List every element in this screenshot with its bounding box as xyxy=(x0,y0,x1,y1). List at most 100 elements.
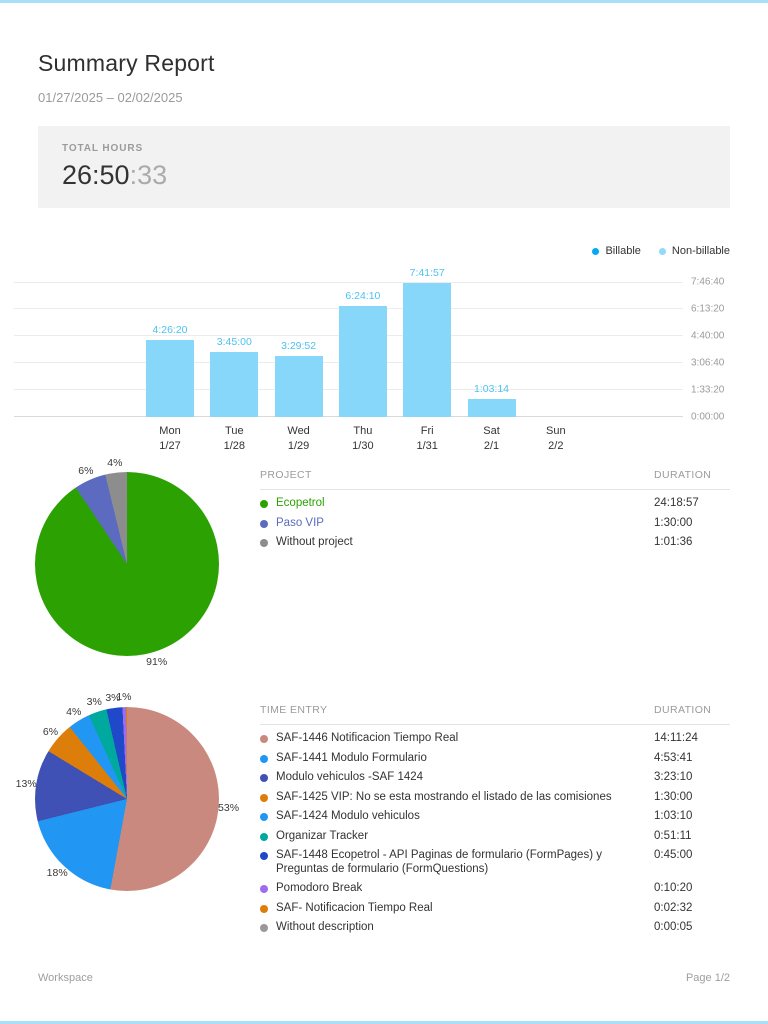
table-row: Pomodoro Break 0:10:20 xyxy=(260,879,730,899)
pie-percent-label: 53% xyxy=(218,802,240,815)
pie-percent-label: 1% xyxy=(116,691,132,704)
x-axis-date-label: 1/29 xyxy=(287,440,310,452)
total-hours-label: TOTAL HOURS xyxy=(62,143,144,154)
row-label: Organizar Tracker xyxy=(276,829,369,842)
row-duration: 0:10:20 xyxy=(654,882,693,894)
series-color-dot-icon xyxy=(260,754,268,763)
table-row: SAF-1424 Modulo vehiculos 1:03:10 xyxy=(260,807,730,827)
projects-section: 91% 6% 4% PROJECT DURATION Ecopetrol 24:18:… xyxy=(35,449,730,679)
x-axis-day-label: Fri xyxy=(420,425,434,437)
y-axis-tick-label: 6:13:20 xyxy=(691,303,725,315)
y-axis-tick-label: 1:33:20 xyxy=(691,384,725,396)
row-label: Without description xyxy=(276,921,374,933)
row-label: SAF-1424 Modulo vehiculos xyxy=(276,810,420,822)
x-axis-date-label: 1/28 xyxy=(223,440,246,452)
series-color-dot-icon xyxy=(260,735,268,743)
pie-percent-label: 6% xyxy=(78,464,94,477)
table-row: Without project 1:01:36 xyxy=(260,533,730,553)
row-duration: 1:30:00 xyxy=(654,516,693,529)
x-axis-date-label: 1/27 xyxy=(159,440,181,452)
x-axis-day-label: Mon xyxy=(159,425,181,437)
bar-value-label: 4:26:20 xyxy=(152,323,188,336)
series-color-dot-icon xyxy=(260,924,268,932)
series-color-dot-icon xyxy=(260,500,268,508)
report-content: Summary Report 01/27/2025 – 02/02/2025 T… xyxy=(0,49,768,984)
x-axis-day-label: Sun xyxy=(546,425,566,437)
x-axis-label: Thu 1/30 xyxy=(352,424,373,454)
pie-percent-label: 6% xyxy=(42,725,59,738)
total-hours-value: 26:50:33 xyxy=(62,160,706,190)
page-top-border xyxy=(0,0,768,3)
table-row: Ecopetrol 24:18:57 xyxy=(260,494,730,514)
gridline xyxy=(14,282,683,283)
table-row: SAF-1441 Modulo Formulario 4:53:41 xyxy=(260,749,730,769)
total-hours-box: TOTAL HOURS 26:50:33 xyxy=(38,126,730,208)
bar-chart: 0:00:00 1:33:20 3:06:40 4:40:00 6:13:20 7:46:… xyxy=(14,267,724,457)
workspace-label: Workspace xyxy=(38,972,93,984)
bar-wed xyxy=(274,356,323,417)
series-color-dot-icon xyxy=(260,793,268,802)
x-axis-label: Mon 1/27 xyxy=(159,424,180,454)
x-axis-day-label: Thu xyxy=(353,425,373,437)
row-duration: 0:02:32 xyxy=(654,901,693,914)
row-label: SAF-1448 Ecopetrol - API Paginas de form… xyxy=(276,849,602,875)
row-duration: 4:53:41 xyxy=(654,751,693,764)
y-axis-tick-label: 7:46:40 xyxy=(691,276,725,288)
billable-color-dot-icon xyxy=(592,247,600,255)
bar-mon xyxy=(146,339,194,417)
table-row: SAF-1425 VIP: No se esta mostrando el li… xyxy=(260,788,730,808)
y-axis-tick-label: 4:40:00 xyxy=(691,330,725,342)
row-duration: 3:23:10 xyxy=(654,771,693,783)
time-entry-column-header: TIME ENTRY xyxy=(260,704,328,716)
non-billable-color-dot-icon xyxy=(658,247,666,255)
table-row: SAF-1446 Notificacion Tiempo Real 14:11:2… xyxy=(260,729,730,749)
time-entry-pie-chart: 53% 18% 13% 6% 4% 3% 3% 1% xyxy=(12,684,242,914)
row-duration: 1:03:10 xyxy=(654,810,693,822)
x-axis-label: Sun 2/2 xyxy=(546,424,566,454)
table-row: Modulo vehiculos -SAF 1424 3:23:10 xyxy=(260,768,730,788)
project-pie xyxy=(35,472,219,656)
legend-billable-label: Billable xyxy=(605,245,641,257)
project-column-header: PROJECT xyxy=(260,469,312,481)
row-label: Pomodoro Break xyxy=(276,882,363,894)
x-axis-day-label: Wed xyxy=(287,425,310,437)
time-entry-pie xyxy=(35,707,219,891)
bar-fri xyxy=(403,283,452,417)
total-hours-seconds: :33 xyxy=(129,160,168,190)
pie-percent-label: 13% xyxy=(15,777,37,790)
table-row: Without description 0:00:05 xyxy=(260,918,730,938)
project-table: PROJECT DURATION Ecopetrol 24:18:57 Paso V… xyxy=(260,469,730,553)
row-duration: 14:11:24 xyxy=(654,732,698,744)
project-table-header: PROJECT DURATION xyxy=(260,469,730,490)
bar-thu xyxy=(338,305,387,417)
y-axis-tick-label: 3:06:40 xyxy=(691,357,725,369)
bar-value-label: 3:45:00 xyxy=(216,335,252,348)
x-axis-label: Fri 1/31 xyxy=(416,424,437,454)
project-table-body: Ecopetrol 24:18:57 Paso VIP 1:30:00 Without … xyxy=(260,494,730,553)
series-color-dot-icon xyxy=(260,774,268,782)
pie-percent-label: 3% xyxy=(105,691,121,704)
row-label: Ecopetrol xyxy=(276,497,325,509)
legend-item-billable: Billable xyxy=(592,245,641,257)
pie-percent-label: 91% xyxy=(146,655,168,668)
series-color-dot-icon xyxy=(260,813,268,821)
y-axis-tick-label: 0:00:00 xyxy=(691,411,725,423)
series-color-dot-icon xyxy=(260,832,268,841)
bar-value-label: 7:41:57 xyxy=(409,267,445,280)
x-axis-date-label: 2/2 xyxy=(548,440,564,452)
pie-percent-label: 4% xyxy=(107,456,123,469)
time-entry-table-header: TIME ENTRY DURATION xyxy=(260,704,730,725)
x-axis-label: Sat 2/1 xyxy=(483,424,500,454)
row-label: SAF-1441 Modulo Formulario xyxy=(276,751,427,764)
bar-tue xyxy=(210,351,259,417)
series-color-dot-icon xyxy=(260,852,268,860)
x-axis-day-label: Tue xyxy=(225,425,244,437)
x-axis-date-label: 1/31 xyxy=(416,440,438,452)
row-label: SAF-1425 VIP: No se esta mostrando el li… xyxy=(276,790,612,803)
row-duration: 0:51:11 xyxy=(654,829,692,842)
table-row: SAF- Notificacion Tiempo Real 0:02:32 xyxy=(260,899,730,919)
chart-legend: Billable Non-billable xyxy=(38,245,730,257)
x-axis-label: Tue 1/28 xyxy=(224,424,245,454)
x-axis-label: Wed 1/29 xyxy=(287,424,309,454)
